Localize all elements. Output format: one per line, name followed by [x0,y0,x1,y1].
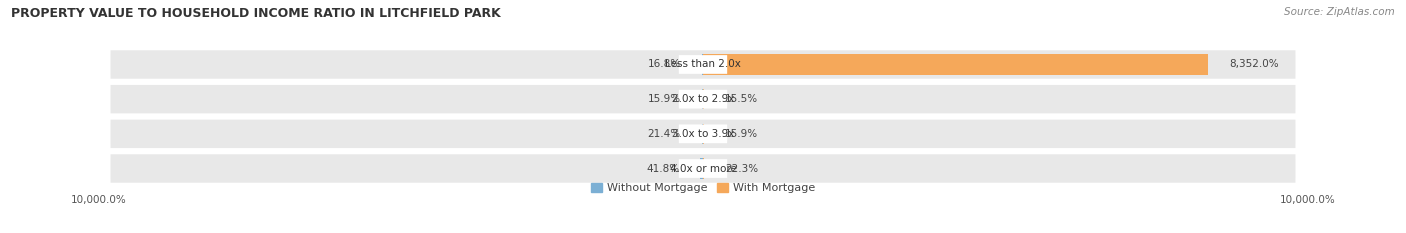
FancyBboxPatch shape [111,50,1295,79]
Text: 3.0x to 3.9x: 3.0x to 3.9x [672,129,734,139]
Text: Source: ZipAtlas.com: Source: ZipAtlas.com [1284,7,1395,17]
Text: Less than 2.0x: Less than 2.0x [665,59,741,69]
FancyBboxPatch shape [111,154,1295,183]
Text: 16.8%: 16.8% [648,59,681,69]
FancyBboxPatch shape [679,159,727,178]
Text: 2.0x to 2.9x: 2.0x to 2.9x [672,94,734,104]
Text: PROPERTY VALUE TO HOUSEHOLD INCOME RATIO IN LITCHFIELD PARK: PROPERTY VALUE TO HOUSEHOLD INCOME RATIO… [11,7,501,20]
Text: 21.4%: 21.4% [647,129,681,139]
FancyBboxPatch shape [679,55,727,74]
FancyBboxPatch shape [679,90,727,109]
Text: 4.0x or more: 4.0x or more [669,164,737,174]
Bar [703,55,1208,75]
Legend: Without Mortgage, With Mortgage: Without Mortgage, With Mortgage [586,178,820,197]
FancyBboxPatch shape [111,85,1295,113]
Text: 22.3%: 22.3% [725,164,759,174]
Text: 15.9%: 15.9% [725,129,758,139]
Text: 41.8%: 41.8% [647,164,679,174]
Text: 8,352.0%: 8,352.0% [1229,59,1278,69]
FancyBboxPatch shape [111,120,1295,148]
FancyBboxPatch shape [679,124,727,143]
Text: 15.5%: 15.5% [725,94,758,104]
Text: 15.9%: 15.9% [648,94,681,104]
Bar [700,158,703,178]
